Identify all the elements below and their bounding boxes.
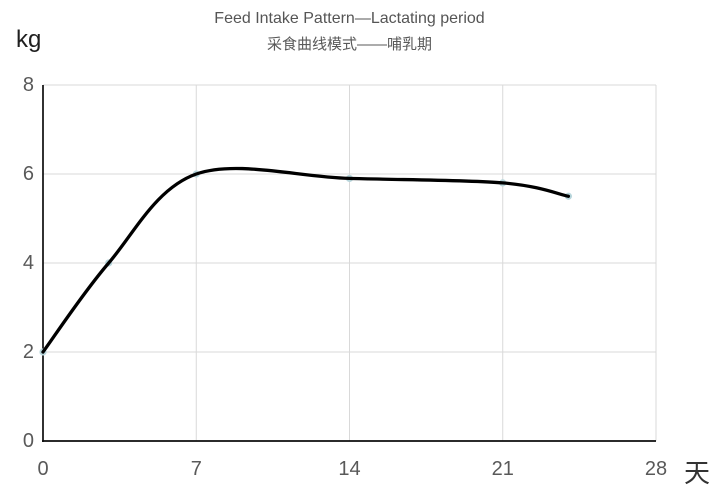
- x-axis-unit-label: 天: [684, 458, 711, 488]
- y-tick-label: 0: [22, 430, 34, 452]
- y-tick-label: 8: [22, 74, 34, 96]
- x-tick-label: 7: [190, 458, 202, 480]
- feed-intake-curve: [41, 166, 571, 354]
- y-tick-label: 2: [22, 341, 34, 363]
- x-tick-label: 14: [338, 458, 361, 480]
- chart-subtitle: 采食曲线模式——哺乳期: [266, 36, 432, 53]
- chart-title: Feed Intake Pattern—Lactating period: [214, 10, 485, 27]
- x-tick-label: 28: [644, 458, 668, 480]
- y-axis-unit-label: kg: [16, 26, 42, 53]
- x-tick-label: 0: [37, 458, 49, 480]
- y-tick-label: 6: [22, 163, 34, 185]
- x-tick-label: 21: [491, 458, 514, 480]
- y-tick-label: 4: [22, 252, 34, 274]
